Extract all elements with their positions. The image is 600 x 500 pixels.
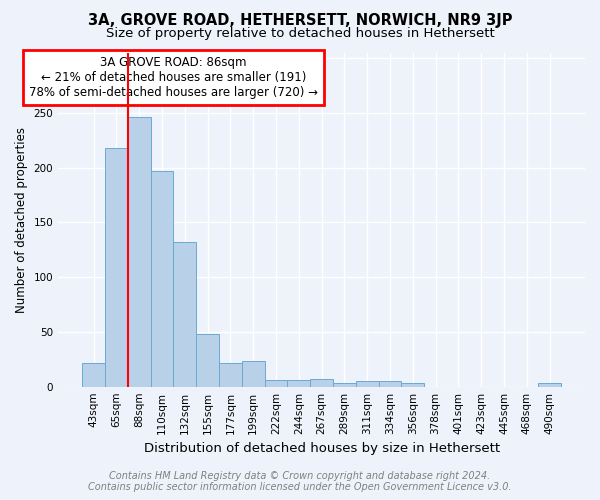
Bar — [379, 381, 401, 386]
Bar — [401, 384, 424, 386]
Bar — [219, 362, 242, 386]
Bar — [82, 362, 105, 386]
Bar — [173, 242, 196, 386]
Bar — [196, 334, 219, 386]
Bar — [151, 171, 173, 386]
Bar — [333, 384, 356, 386]
Y-axis label: Number of detached properties: Number of detached properties — [15, 126, 28, 312]
Bar — [105, 148, 128, 386]
Bar — [356, 381, 379, 386]
Bar — [128, 117, 151, 386]
Bar — [265, 380, 287, 386]
Text: Size of property relative to detached houses in Hethersett: Size of property relative to detached ho… — [106, 28, 494, 40]
Bar — [287, 380, 310, 386]
Text: 3A GROVE ROAD: 86sqm
← 21% of detached houses are smaller (191)
78% of semi-deta: 3A GROVE ROAD: 86sqm ← 21% of detached h… — [29, 56, 318, 99]
Bar — [310, 379, 333, 386]
Text: Contains HM Land Registry data © Crown copyright and database right 2024.
Contai: Contains HM Land Registry data © Crown c… — [88, 471, 512, 492]
Bar — [242, 362, 265, 386]
Text: 3A, GROVE ROAD, HETHERSETT, NORWICH, NR9 3JP: 3A, GROVE ROAD, HETHERSETT, NORWICH, NR9… — [88, 12, 512, 28]
X-axis label: Distribution of detached houses by size in Hethersett: Distribution of detached houses by size … — [143, 442, 500, 455]
Bar — [538, 384, 561, 386]
